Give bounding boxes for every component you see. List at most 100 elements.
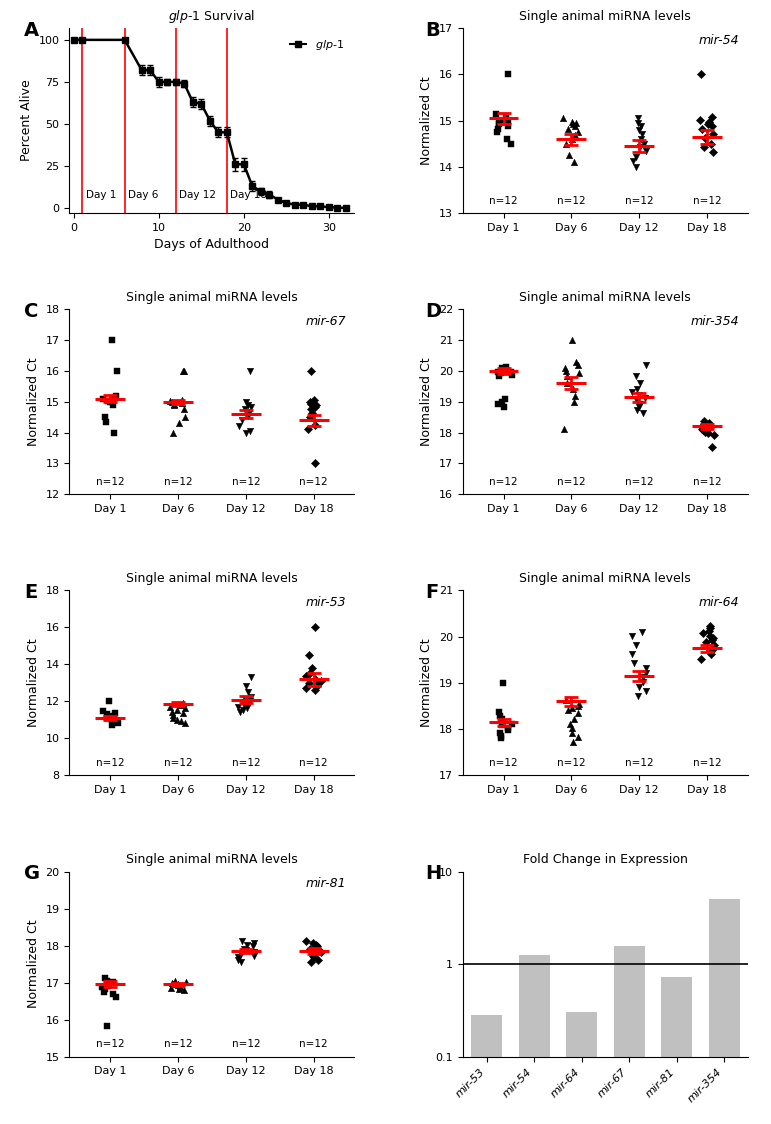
Point [167,424,179,442]
Point [232,951,244,969]
Point [103,692,115,710]
Point [177,399,190,417]
Point [165,979,177,997]
Text: n=12: n=12 [625,477,654,487]
Point [697,417,709,435]
Point [308,391,320,409]
Point [567,116,579,134]
Point [567,380,580,398]
Point [631,687,644,705]
Point [177,362,190,380]
Point [233,417,245,435]
Bar [709,899,739,1124]
Point [304,393,316,411]
Text: C: C [24,302,38,320]
Point [98,982,110,1000]
Point [564,715,576,733]
Bar [471,1015,502,1124]
Point [237,932,249,950]
Point [240,402,252,420]
Point [308,949,320,967]
Point [309,454,322,472]
Point [311,676,323,694]
Point [99,408,111,426]
Text: G: G [24,864,40,883]
Point [505,135,517,153]
Point [506,715,518,733]
Point [96,701,109,719]
Point [626,627,638,645]
Text: n=12: n=12 [163,758,192,768]
Point [177,362,189,380]
Point [708,426,720,444]
Point [708,636,720,654]
Point [173,415,185,433]
Point [99,969,111,987]
Point [103,976,115,994]
Point [562,700,574,718]
Point [695,650,707,668]
Point [569,117,581,135]
Point [305,362,317,380]
Point [109,389,121,407]
Point [493,707,506,725]
Point [236,410,248,428]
Point [637,669,649,687]
Point [704,627,716,645]
Title: Single animal miRNA levels: Single animal miRNA levels [520,291,692,303]
Point [178,699,190,717]
Point [707,628,719,646]
Point [239,400,251,418]
Point [505,363,517,381]
Bar [566,1013,597,1124]
Point [501,111,513,129]
Point [496,392,508,410]
Point [572,728,584,746]
Title: Single animal miRNA levels: Single animal miRNA levels [126,291,298,303]
Point [699,416,711,434]
Point [495,364,507,382]
Point [705,632,718,650]
Title: Fold Change in Expression: Fold Change in Expression [523,853,688,867]
Point [167,976,180,994]
Point [247,937,260,955]
Point [502,722,514,740]
Point [308,618,321,636]
Point [109,704,121,722]
Point [177,705,190,723]
Y-axis label: Normalized Ct: Normalized Ct [420,76,433,165]
Point [166,975,178,992]
Point [102,977,114,995]
Point [110,362,123,380]
Point [500,359,512,377]
Point [562,120,574,138]
Point [640,659,652,677]
Point [557,420,570,438]
Point [566,724,578,742]
Point [234,953,247,971]
Point [496,716,508,734]
Point [703,112,715,130]
Point [640,682,652,700]
Point [635,130,647,148]
Point [637,405,649,423]
Point [699,129,711,147]
Point [631,380,644,398]
Point [566,699,578,717]
Y-axis label: Percent Alive: Percent Alive [20,80,33,162]
Point [304,940,316,958]
Point [300,932,312,950]
Point [706,108,719,126]
Point [169,972,181,990]
Point [493,114,505,132]
Point [697,422,709,439]
Point [239,690,251,708]
Point [110,387,123,405]
Text: n=12: n=12 [693,758,722,768]
Point [311,678,324,696]
Point [565,719,577,737]
Point [305,396,317,414]
Point [632,678,645,696]
Text: Day 1: Day 1 [86,190,116,200]
Legend: $\it{glp}$-$\it{1}$: $\it{glp}$-$\it{1}$ [285,34,349,56]
